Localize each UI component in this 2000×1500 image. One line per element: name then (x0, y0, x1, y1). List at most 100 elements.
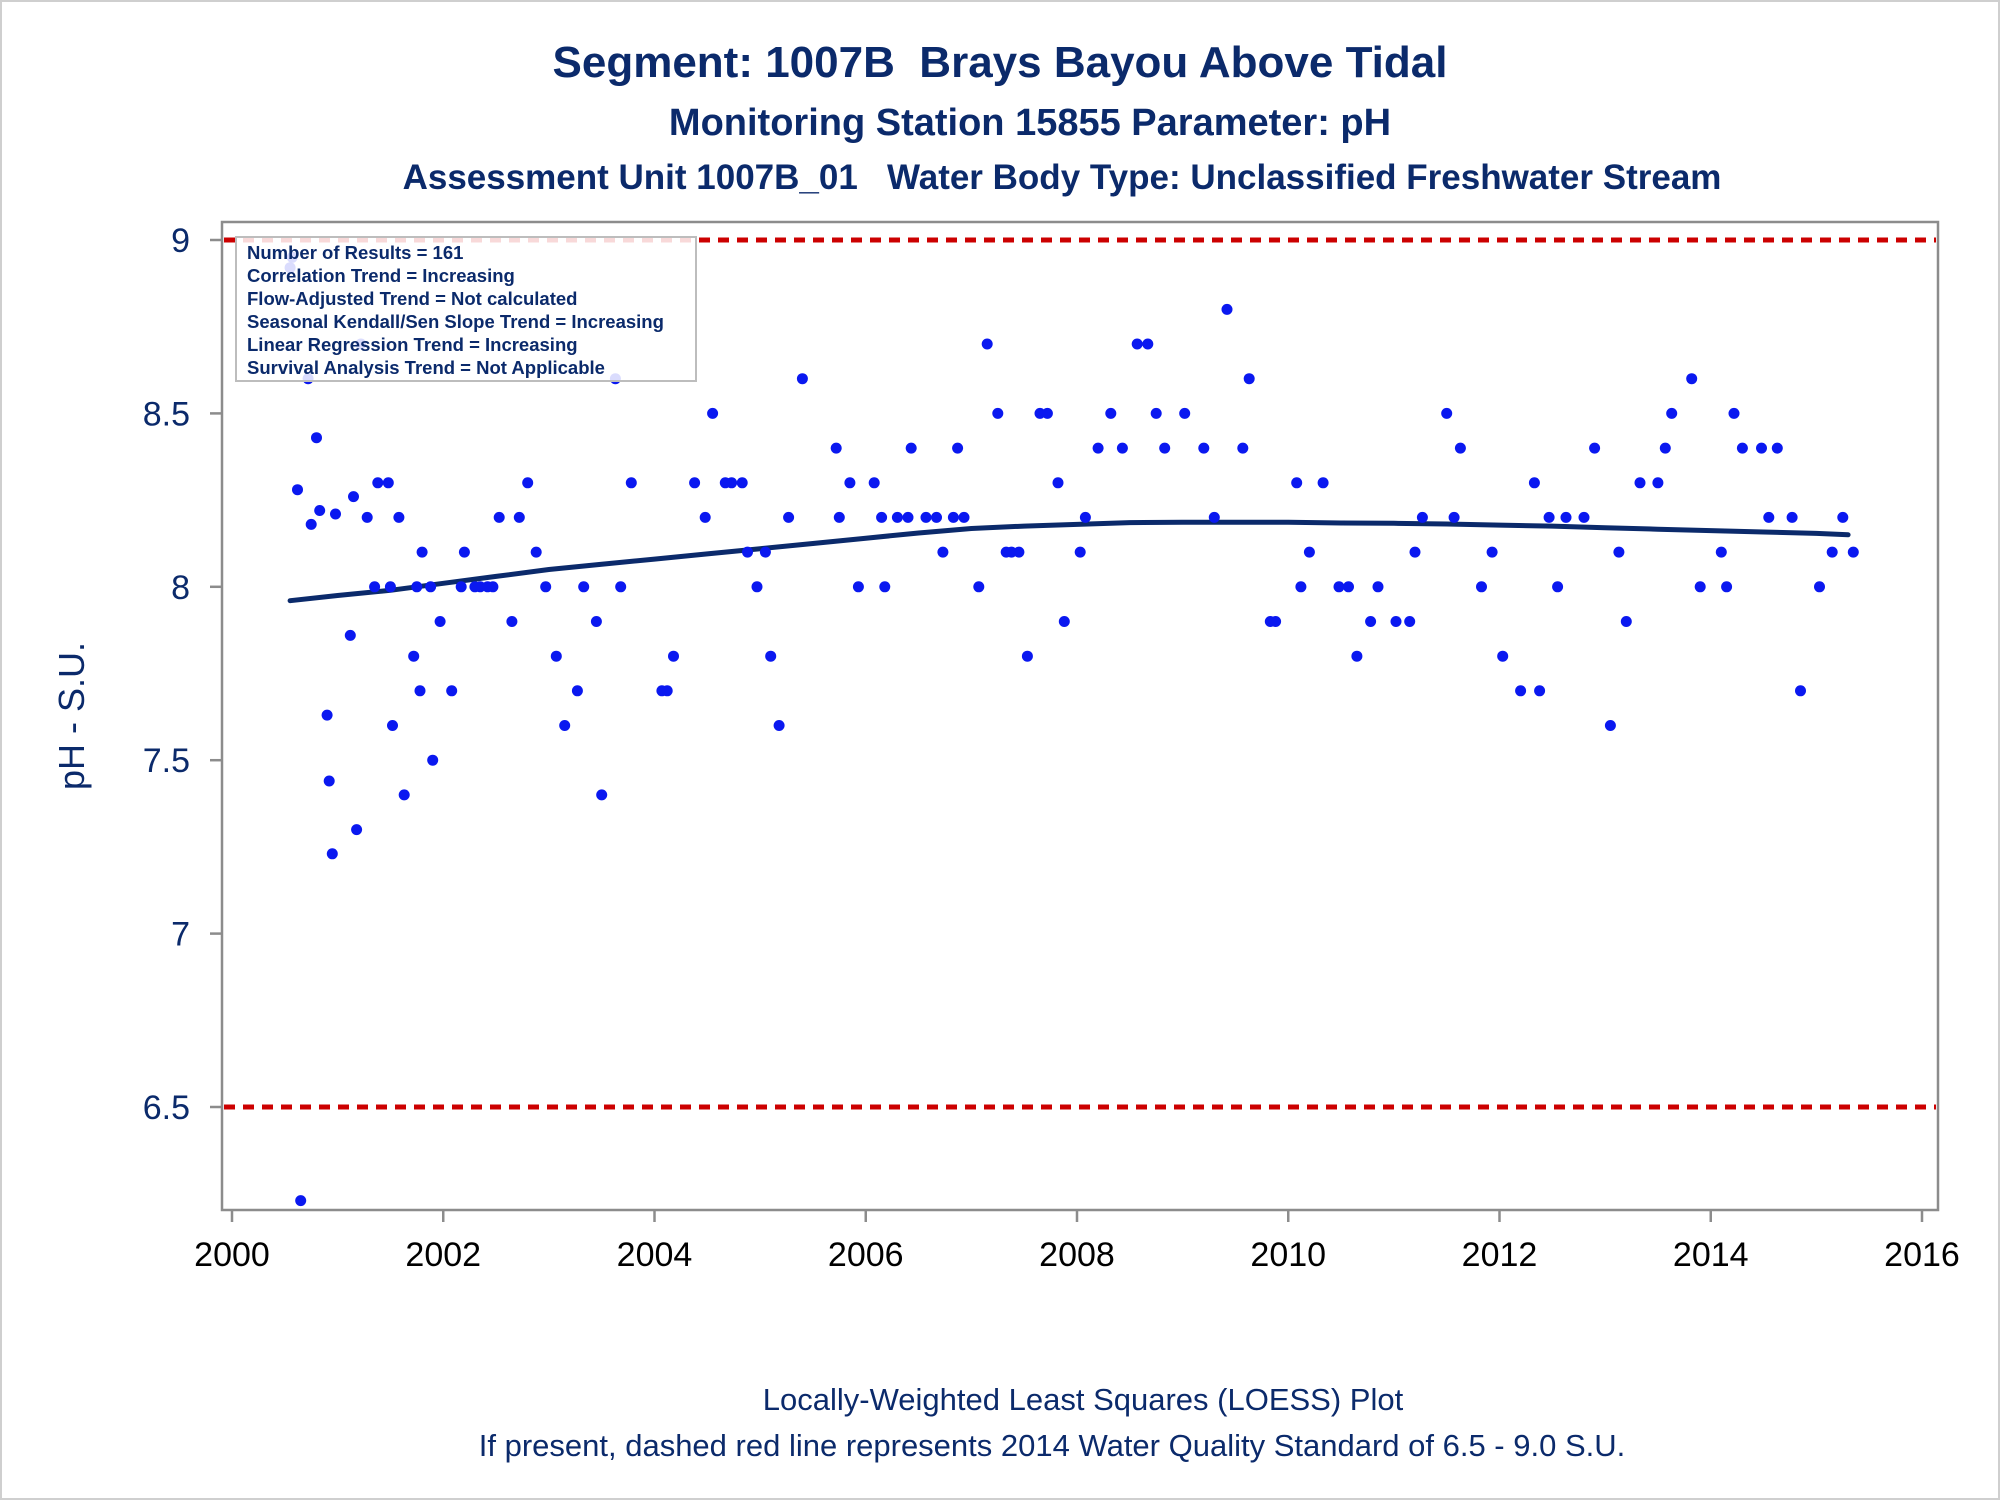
data-point (1291, 477, 1303, 489)
data-point (625, 477, 637, 489)
data-point (1715, 546, 1727, 558)
chart-subtitle-assessment: Assessment Unit 1007B_01 Water Body Type… (402, 158, 1722, 197)
data-point (513, 511, 525, 523)
data-point (506, 616, 518, 627)
data-point (434, 616, 446, 627)
data-point (1179, 407, 1191, 419)
data-point (1454, 442, 1466, 454)
data-point (902, 511, 914, 523)
data-point (1390, 616, 1402, 627)
footnote-loess: Locally-Weighted Least Squares (LOESS) P… (762, 1382, 1404, 1417)
data-point (1476, 581, 1487, 593)
data-point (852, 581, 864, 593)
data-point (699, 511, 711, 523)
data-point (1771, 442, 1783, 454)
x-tick-label: 2010 (1250, 1236, 1326, 1274)
data-point (726, 477, 738, 489)
data-point (416, 546, 428, 558)
data-point (408, 650, 420, 662)
data-point (1365, 616, 1377, 627)
data-point (326, 848, 338, 860)
data-point (615, 581, 627, 593)
y-axis: 6.5 7 7.5 8 8.5 9 (143, 222, 222, 1127)
data-point (1763, 511, 1775, 523)
data-point (1448, 511, 1460, 523)
data-point (937, 546, 949, 558)
data-point (830, 442, 842, 454)
data-point (1736, 442, 1748, 454)
data-point (493, 511, 505, 523)
data-point (1847, 546, 1859, 558)
data-point (1021, 650, 1033, 662)
plot-area-border (220, 220, 1940, 1212)
data-point (455, 581, 467, 593)
data-point (668, 650, 679, 662)
trend-summary-border (235, 236, 697, 382)
data-point (879, 581, 891, 593)
data-point (384, 581, 396, 593)
x-tick-label: 2000 (194, 1236, 270, 1274)
data-point (382, 477, 394, 489)
data-point (323, 775, 335, 787)
loess-layer (287, 519, 1851, 604)
data-point (759, 546, 771, 558)
data-point (1208, 511, 1220, 523)
data-point (876, 511, 888, 523)
data-point (1404, 616, 1416, 627)
data-point (1578, 511, 1590, 523)
data-point (1303, 546, 1315, 558)
data-point (1013, 546, 1025, 558)
data-point (1515, 685, 1527, 697)
data-point (1786, 511, 1798, 523)
footnote-standard: If present, dashed red line represents 2… (478, 1428, 1626, 1463)
data-point (1686, 373, 1698, 385)
data-point (1604, 720, 1616, 731)
data-point (1652, 477, 1664, 489)
data-point (765, 650, 777, 662)
data-point (295, 1195, 307, 1207)
data-point (530, 546, 542, 558)
data-point (571, 685, 583, 697)
data-point (321, 709, 333, 721)
trend-summary-line: Survival Analysis Trend = Not Applicable (247, 357, 605, 378)
data-point (1333, 581, 1345, 593)
data-point (661, 685, 673, 697)
data-point (931, 511, 942, 523)
data-point (958, 511, 970, 523)
data-point (707, 407, 719, 419)
data-point (559, 720, 571, 731)
data-point (1756, 442, 1767, 454)
data-point (1116, 442, 1128, 454)
data-point (1079, 511, 1091, 523)
data-point (796, 373, 808, 385)
data-point (1295, 581, 1307, 593)
x-tick-label: 2014 (1673, 1236, 1749, 1274)
data-point (1659, 442, 1671, 454)
data-point (427, 754, 439, 766)
x-tick-label: 2004 (617, 1236, 693, 1274)
data-point (314, 505, 326, 516)
data-point (751, 581, 763, 593)
data-point (361, 511, 373, 523)
data-point (891, 511, 903, 523)
data-point (742, 546, 753, 558)
trend-summary-line: Linear Regression Trend = Increasing (247, 334, 578, 355)
data-point (1560, 511, 1572, 523)
loess-curve (287, 519, 1851, 604)
x-tick-label: 2006 (828, 1236, 904, 1274)
data-point (398, 789, 410, 801)
data-point (330, 508, 341, 520)
y-axis-label: pH - S.U. (51, 642, 92, 790)
data-point (773, 720, 785, 731)
data-point (689, 477, 701, 489)
data-point (1159, 442, 1171, 454)
data-point (1552, 581, 1564, 593)
data-point (1814, 581, 1825, 593)
data-point (596, 789, 608, 801)
data-point (952, 442, 964, 454)
data-point (1486, 546, 1498, 558)
data-point (1634, 477, 1646, 489)
data-point (973, 581, 985, 593)
data-point (992, 407, 1004, 419)
data-point (550, 650, 562, 662)
